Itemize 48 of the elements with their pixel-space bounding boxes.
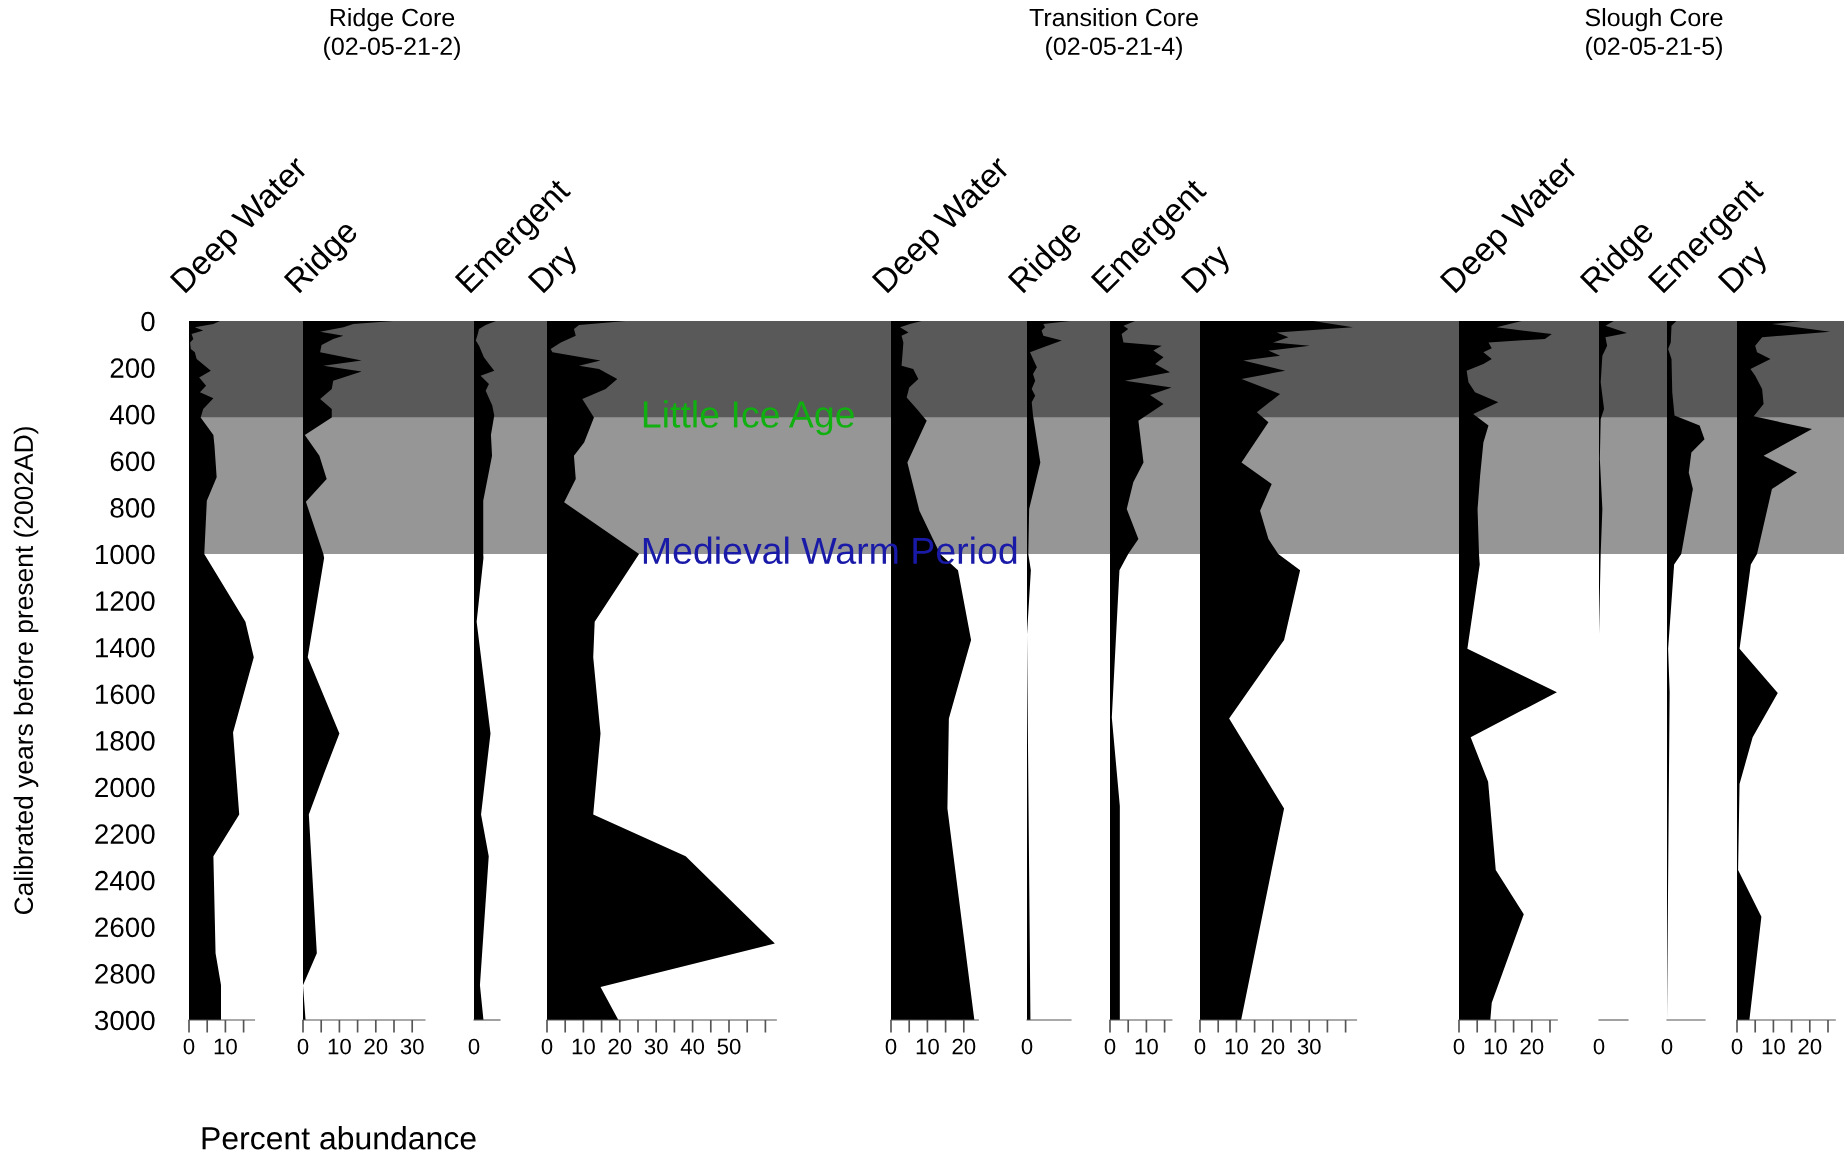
x-tick-label: 30 bbox=[644, 1038, 668, 1055]
x-tick-label: 0 bbox=[1104, 1038, 1116, 1055]
x-tick-label: 20 bbox=[1520, 1038, 1544, 1055]
x-tick-label: 30 bbox=[400, 1038, 424, 1055]
x-tick-label: 30 bbox=[1297, 1038, 1321, 1055]
y-tick-label: 1000 bbox=[96, 544, 155, 565]
x-tick-label: 0 bbox=[541, 1038, 553, 1055]
x-tick-label: 40 bbox=[680, 1038, 705, 1055]
x-tick-label: 10 bbox=[572, 1038, 595, 1055]
x-tick-label: 10 bbox=[1484, 1038, 1507, 1055]
x-tick-label: 20 bbox=[1798, 1038, 1822, 1055]
x-tick-label: 20 bbox=[608, 1038, 632, 1055]
x-tick-label: 10 bbox=[1225, 1038, 1248, 1055]
y-tick-label: 200 bbox=[110, 358, 155, 378]
text: Ridge Core (02-05-21-2) bbox=[324, 8, 460, 61]
y-tick-label: 800 bbox=[110, 498, 155, 518]
x-tick-label: 0 bbox=[1453, 1038, 1465, 1055]
text: Slough Core (02-05-21-5) bbox=[1585, 8, 1723, 61]
y-tick-label: 1600 bbox=[96, 684, 155, 705]
y-tick-label: 2200 bbox=[95, 824, 155, 844]
y-tick-label: 1400 bbox=[96, 637, 155, 658]
x-tick-label: 50 bbox=[717, 1038, 741, 1055]
x-tick-label: 20 bbox=[952, 1038, 976, 1055]
text: Transition Core (02-05-21-4) bbox=[1029, 8, 1198, 61]
y-tick-label: 2600 bbox=[95, 917, 155, 938]
x-tick-label: 20 bbox=[364, 1038, 388, 1055]
x-tick-label: 10 bbox=[916, 1038, 939, 1055]
y-tick-label: 400 bbox=[109, 404, 155, 425]
y-tick-label: 2000 bbox=[95, 777, 155, 798]
x-tick-label: 20 bbox=[1261, 1038, 1285, 1055]
x-axis-title: Percent abundance bbox=[202, 1126, 476, 1150]
y-tick-label: 1200 bbox=[96, 591, 155, 611]
x-tick-label: 10 bbox=[1135, 1038, 1158, 1055]
x-tick-label: 10 bbox=[214, 1038, 237, 1055]
y-axis-title: Calibrated years before present (2002AD) bbox=[13, 427, 39, 915]
x-tick-label: 0 bbox=[297, 1038, 309, 1055]
y-tick-label: 0 bbox=[141, 311, 155, 332]
y-tick-label: 600 bbox=[110, 451, 155, 472]
x-tick-label: 0 bbox=[1731, 1038, 1743, 1055]
x-tick-label: 0 bbox=[183, 1038, 195, 1055]
x-tick-label: 10 bbox=[328, 1038, 351, 1055]
x-tick-label: 0 bbox=[1194, 1038, 1206, 1055]
y-tick-label: 2400 bbox=[95, 870, 155, 891]
y-tick-label: 2800 bbox=[95, 964, 155, 984]
y-tick-label: 1800 bbox=[96, 731, 155, 751]
y-tick-label: 3000 bbox=[94, 1010, 155, 1031]
x-tick-label: 0 bbox=[885, 1038, 897, 1055]
x-tick-label: 10 bbox=[1762, 1038, 1785, 1055]
